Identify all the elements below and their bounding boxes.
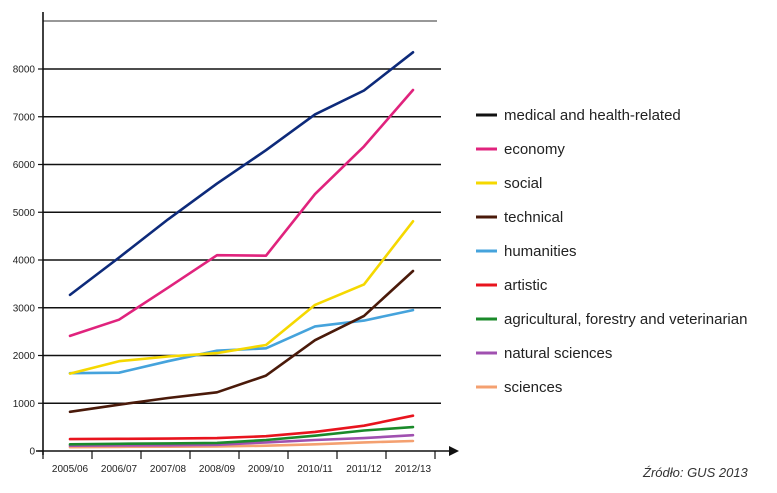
series-line <box>68 269 415 414</box>
x-tick-label: 2009/10 <box>248 464 285 475</box>
x-tick-label: 2007/08 <box>150 464 187 475</box>
y-tick-label: 7000 <box>13 112 36 123</box>
y-tick-label: 8000 <box>13 65 36 76</box>
legend-label: social <box>504 175 542 192</box>
x-tick-label: 2006/07 <box>101 464 138 475</box>
series-line <box>68 433 415 448</box>
x-tick-label: 2012/13 <box>395 464 432 475</box>
legend-label: agricultural, forestry and veterinarian <box>504 311 747 328</box>
axes <box>36 12 459 456</box>
y-tick-label: 2000 <box>13 351 36 362</box>
series-line <box>68 88 415 338</box>
x-axis-arrow-icon <box>449 446 459 456</box>
x-tick-label: 2011/12 <box>346 464 382 475</box>
y-tick-label: 3000 <box>13 303 36 314</box>
source-note: Źródło: GUS 2013 <box>642 465 749 480</box>
y-tick-label: 6000 <box>13 160 36 171</box>
y-tick-label: 5000 <box>13 208 36 219</box>
legend-label: medical and health-related <box>504 107 681 124</box>
series-lines <box>68 50 415 449</box>
x-tick-label: 2008/09 <box>199 464 236 475</box>
y-axis-ticks: 0 1000 2000 3000 4000 5000 6000 7000 8000 <box>13 65 43 458</box>
series-line <box>68 220 415 375</box>
legend-label: humanities <box>504 243 577 260</box>
x-axis-ticks: 2005/06 2006/07 2007/08 2008/09 2009/10 2010/… <box>42 451 436 475</box>
y-tick-label: 0 <box>29 447 35 458</box>
gridlines <box>43 20 441 405</box>
legend-label: sciences <box>504 379 562 396</box>
legend-label: technical <box>504 209 563 226</box>
y-tick-label: 1000 <box>13 399 36 410</box>
series-line <box>68 414 415 441</box>
legend: medical and health-related economy social t… <box>476 107 747 396</box>
series-line <box>68 425 415 446</box>
legend-label: economy <box>504 141 565 158</box>
legend-label: artistic <box>504 277 548 294</box>
series-line <box>68 439 415 449</box>
x-tick-label: 2005/06 <box>52 464 89 475</box>
series-line <box>68 50 415 297</box>
y-tick-label: 4000 <box>13 256 36 267</box>
legend-label: natural sciences <box>504 345 612 362</box>
x-tick-label: 2010/11 <box>297 464 333 475</box>
